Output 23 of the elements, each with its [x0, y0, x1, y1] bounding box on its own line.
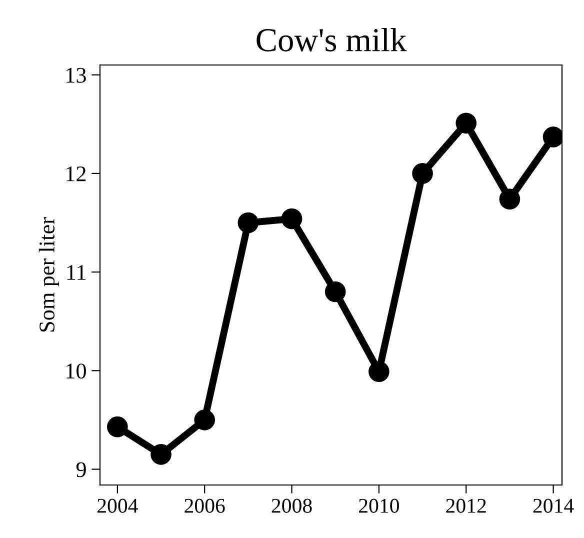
chart-title: Cow's milk — [256, 28, 407, 52]
point — [499, 188, 520, 210]
y-tick-label: 12 — [66, 166, 86, 182]
y-tick-label: 9 — [76, 462, 86, 478]
point — [324, 281, 346, 302]
point — [238, 212, 259, 234]
point — [412, 163, 433, 184]
point — [281, 208, 302, 230]
x-tick-label: 2010 — [359, 498, 399, 513]
point — [456, 112, 477, 134]
x-tick-label: 2006 — [184, 498, 225, 513]
x-tick-label: 2014 — [533, 498, 574, 513]
x-tick-label: 2008 — [272, 498, 312, 513]
point — [194, 410, 216, 430]
y-tick-label: 13 — [66, 68, 86, 83]
point — [368, 361, 390, 382]
point — [150, 444, 172, 465]
y-tick-label: 11 — [67, 265, 86, 280]
x-tick-label: 2012 — [446, 498, 486, 513]
y-tick-label: 10 — [66, 364, 86, 379]
x-tick-label: 2004 — [98, 498, 138, 513]
point — [107, 416, 128, 438]
y-axis-title: Som per liter — [38, 217, 60, 332]
